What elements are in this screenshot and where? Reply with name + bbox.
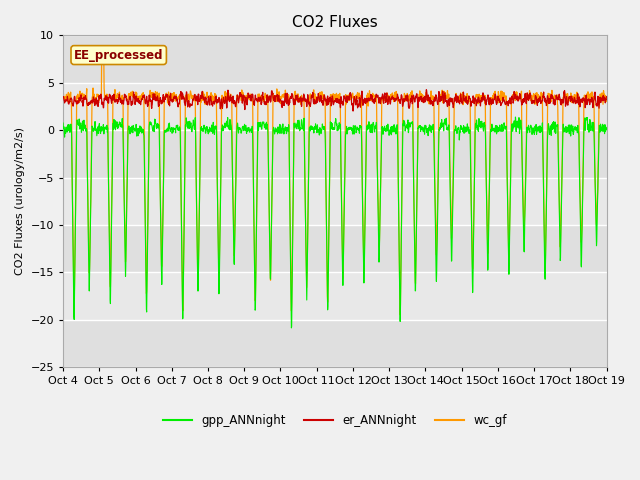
wc_gf: [98, 61, 106, 67]
er_ANNnight: [555, 92, 563, 98]
Y-axis label: CO2 Fluxes (urology/m2/s): CO2 Fluxes (urology/m2/s): [15, 127, 25, 275]
gpp_ANNnight: [511, 114, 519, 120]
Bar: [63, 130, 607, 178]
gpp_ANNnight: [211, 130, 218, 135]
wc_gf: [570, 94, 578, 99]
gpp_ANNnight: [60, 120, 67, 126]
er_ANNnight: [211, 100, 218, 106]
Bar: [63, 320, 607, 367]
gpp_ANNnight: [287, 325, 295, 331]
wc_gf: [363, 116, 371, 122]
Bar: [63, 36, 607, 83]
wc_gf: [603, 95, 611, 101]
Legend: gpp_ANNnight, er_ANNnight, wc_gf: gpp_ANNnight, er_ANNnight, wc_gf: [158, 409, 512, 432]
gpp_ANNnight: [363, 130, 371, 135]
wc_gf: [555, 184, 563, 190]
gpp_ANNnight: [555, 195, 563, 201]
er_ANNnight: [363, 96, 371, 101]
gpp_ANNnight: [603, 126, 611, 132]
er_ANNnight: [493, 100, 501, 106]
wc_gf: [351, 98, 358, 104]
er_ANNnight: [603, 94, 611, 99]
gpp_ANNnight: [570, 126, 578, 132]
er_ANNnight: [349, 108, 357, 114]
wc_gf: [493, 96, 501, 101]
gpp_ANNnight: [351, 126, 358, 132]
er_ANNnight: [60, 94, 67, 100]
er_ANNnight: [351, 96, 358, 102]
Bar: [63, 225, 607, 272]
gpp_ANNnight: [493, 125, 500, 131]
wc_gf: [60, 92, 67, 97]
Line: er_ANNnight: er_ANNnight: [63, 90, 607, 111]
wc_gf: [396, 312, 404, 318]
Text: EE_processed: EE_processed: [74, 48, 163, 61]
er_ANNnight: [422, 87, 430, 93]
Line: gpp_ANNnight: gpp_ANNnight: [63, 117, 607, 328]
Title: CO2 Fluxes: CO2 Fluxes: [292, 15, 378, 30]
Line: wc_gf: wc_gf: [63, 64, 607, 315]
wc_gf: [211, 91, 219, 96]
er_ANNnight: [570, 98, 578, 104]
